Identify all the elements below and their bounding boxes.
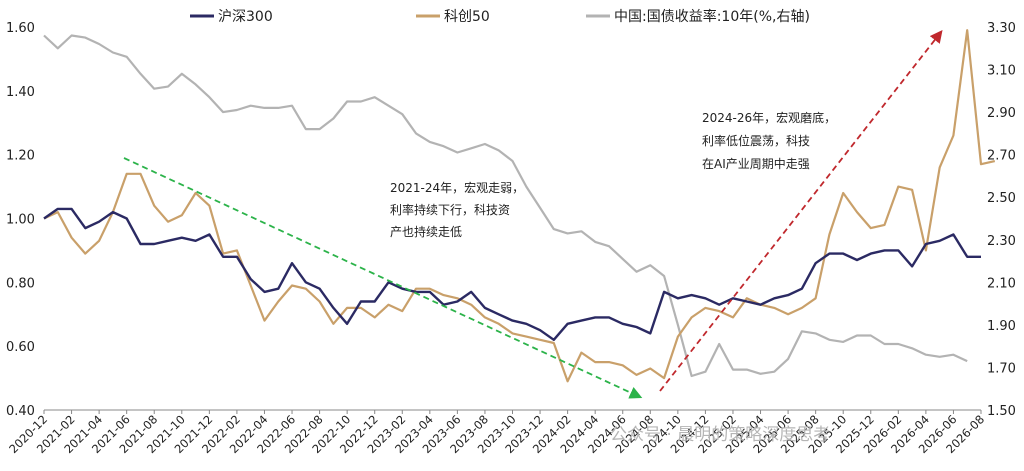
right-tick-label: 2.90	[987, 106, 1016, 121]
left-tick-label: 0.60	[6, 340, 35, 355]
annotation-line: 利率低位震荡，科技	[702, 133, 810, 148]
right-tick-label: 1.90	[987, 319, 1016, 334]
left-tick-label: 0.80	[6, 276, 35, 291]
legend: 沪深300 科创50 中国:国债收益率:10年(%,右轴)	[190, 8, 810, 25]
annotation-2024-26: 2024-26年，宏观磨底， 利率低位震荡，科技 在AI产业周期中走强	[702, 110, 836, 171]
annotation-line: 利率持续下行，科技资	[390, 202, 510, 217]
left-tick-label: 1.40	[6, 85, 35, 100]
legend-label-star50: 科创50	[444, 9, 490, 25]
right-tick-label: 2.10	[987, 276, 1016, 291]
right-tick-label: 1.50	[987, 404, 1016, 419]
legend-label-csi300: 沪深300	[218, 9, 273, 25]
left-axis-ticks: 0.40 0.60 0.80 1.00 1.20 1.40 1.60	[6, 21, 35, 419]
right-tick-label: 2.70	[987, 149, 1016, 164]
left-tick-label: 1.60	[6, 21, 35, 36]
right-tick-label: 3.30	[987, 21, 1016, 36]
right-tick-label: 3.10	[987, 64, 1016, 79]
annotation-2021-24: 2021-24年，宏观走弱， 利率持续下行，科技资 产也持续走低	[390, 180, 524, 239]
annotation-line: 2021-24年，宏观走弱，	[390, 180, 524, 195]
annotation-arrow-up	[659, 30, 943, 392]
annotation-line: 产也持续走低	[390, 224, 462, 239]
series-layer	[43, 29, 996, 383]
series-line-bond-yield	[43, 34, 968, 378]
annotation-line: 在AI产业周期中走强	[702, 156, 810, 171]
left-tick-label: 0.40	[6, 404, 35, 419]
annotation-arrow-down	[123, 157, 643, 399]
series-line-star50	[43, 29, 996, 383]
x-axis-ticks: 2020-122021-022021-042021-062021-082021-…	[6, 410, 987, 456]
left-tick-label: 1.20	[6, 149, 35, 164]
watermark: 公众号 · 晨明的策略深度思考	[610, 425, 830, 445]
series-line-csi300	[43, 207, 981, 341]
left-tick-label: 1.00	[6, 213, 35, 228]
right-tick-label: 1.70	[987, 361, 1016, 376]
legend-label-bond-yield: 中国:国债收益率:10年(%,右轴)	[614, 8, 810, 25]
right-tick-label: 2.30	[987, 234, 1016, 249]
annotation-line: 2024-26年，宏观磨底，	[702, 110, 836, 125]
right-tick-label: 2.50	[987, 191, 1016, 206]
right-axis-ticks: 1.50 1.70 1.90 2.10 2.30 2.50 2.70 2.90 3.10 3.30	[987, 21, 1016, 419]
